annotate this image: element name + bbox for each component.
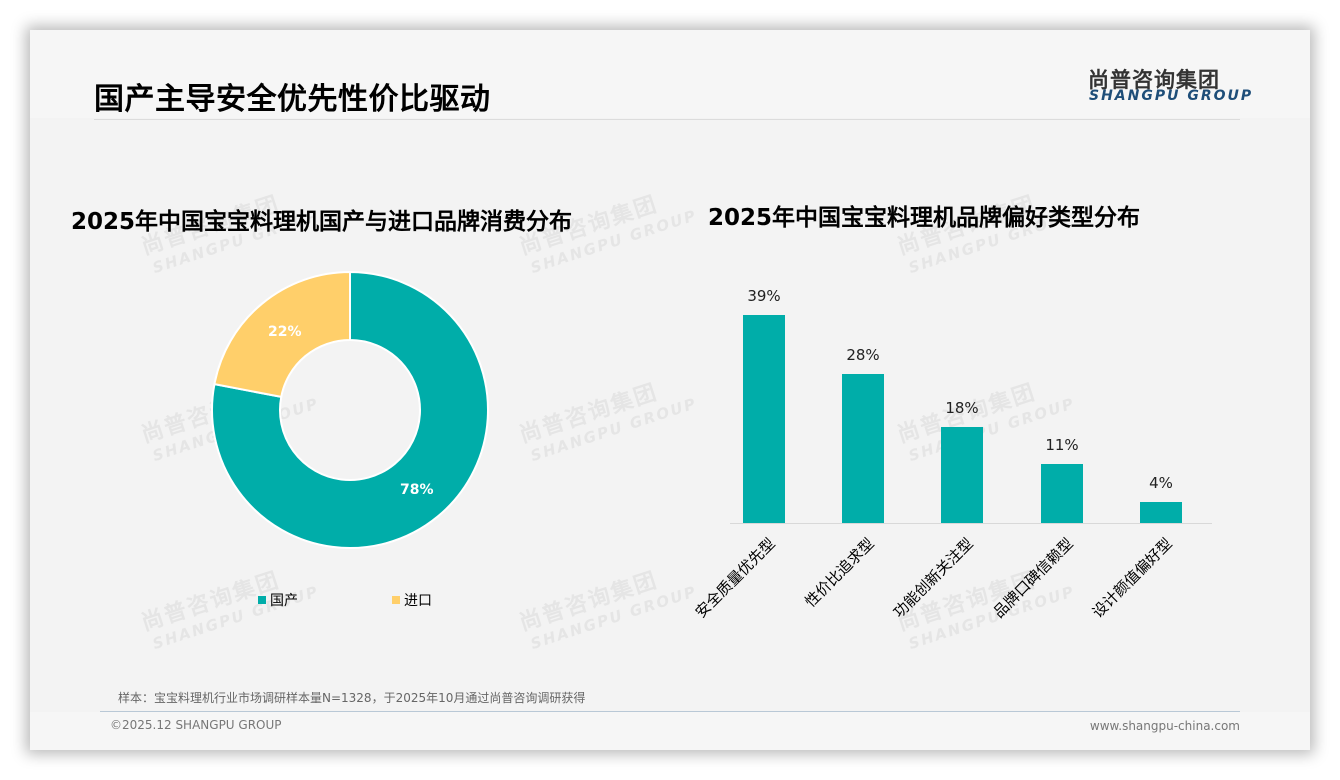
footer-band [30, 712, 1310, 750]
x-axis-tick-label: 品牌口碑信赖型 [989, 534, 1077, 622]
sample-footnote: 样本：宝宝料理机行业市场调研样本量N=1328，于2025年10月通过尚普咨询调… [118, 691, 586, 705]
bar-value-label: 39% [747, 287, 781, 305]
bar-value-label: 4% [1149, 474, 1173, 492]
x-axis-tick-label: 性价比追求型 [801, 534, 878, 611]
bar[interactable] [743, 315, 785, 523]
donut-label-domestic: 78% [400, 482, 434, 498]
header-band [30, 30, 1310, 118]
donut-slice-domestic[interactable] [211, 270, 489, 549]
copyright-text: ©2025.12 SHANGPU GROUP [110, 718, 282, 732]
bar-value-label: 11% [1045, 436, 1079, 454]
logo-english: SHANGPU GROUP [1089, 88, 1254, 104]
donut-label-import: 22% [268, 324, 302, 340]
legend-label: 国产 [270, 593, 298, 609]
x-axis-tick-label: 安全质量优先型 [691, 534, 779, 622]
watermark: 尚普咨询集团 SHANGPU GROUP [516, 567, 700, 654]
legend-swatch-teal-icon [258, 596, 266, 604]
page-title: 国产主导安全优先性价比驱动 [94, 82, 491, 117]
x-axis-tick-label: 功能创新关注型 [889, 534, 977, 622]
bar[interactable] [842, 374, 884, 523]
donut-chart: 78% 22% [210, 270, 490, 550]
legend-swatch-yellow-icon [392, 596, 400, 604]
donut-slice-import[interactable] [213, 270, 351, 399]
legend-item-import[interactable]: 进口 [392, 590, 432, 610]
x-axis-tick-label: 设计颜值偏好型 [1088, 534, 1176, 622]
legend-label: 进口 [404, 593, 432, 609]
bar[interactable] [1041, 464, 1083, 523]
website-link[interactable]: www.shangpu-china.com [1089, 719, 1240, 733]
bar[interactable] [941, 427, 983, 523]
footer-divider [100, 711, 1240, 712]
legend-item-domestic[interactable]: 国产 [258, 590, 298, 610]
bar-chart-title: 2025年中国宝宝料理机品牌偏好类型分布 [708, 205, 1141, 231]
x-axis-line [730, 523, 1212, 524]
header-divider [94, 119, 1240, 120]
bar-value-label: 28% [846, 346, 880, 364]
bar-chart-plot: 39% 28% 18% 11% 4% [730, 280, 1215, 523]
logo-chinese: 尚普咨询集团 [1088, 68, 1220, 92]
donut-svg [211, 270, 489, 549]
slide: 国产主导安全优先性价比驱动 尚普咨询集团 SHANGPU GROUP 尚普咨询集… [30, 30, 1310, 750]
bar-value-label: 18% [945, 399, 979, 417]
donut-chart-title: 2025年中国宝宝料理机国产与进口品牌消费分布 [71, 209, 573, 235]
bar[interactable] [1140, 502, 1182, 523]
watermark: 尚普咨询集团 SHANGPU GROUP [516, 379, 700, 466]
